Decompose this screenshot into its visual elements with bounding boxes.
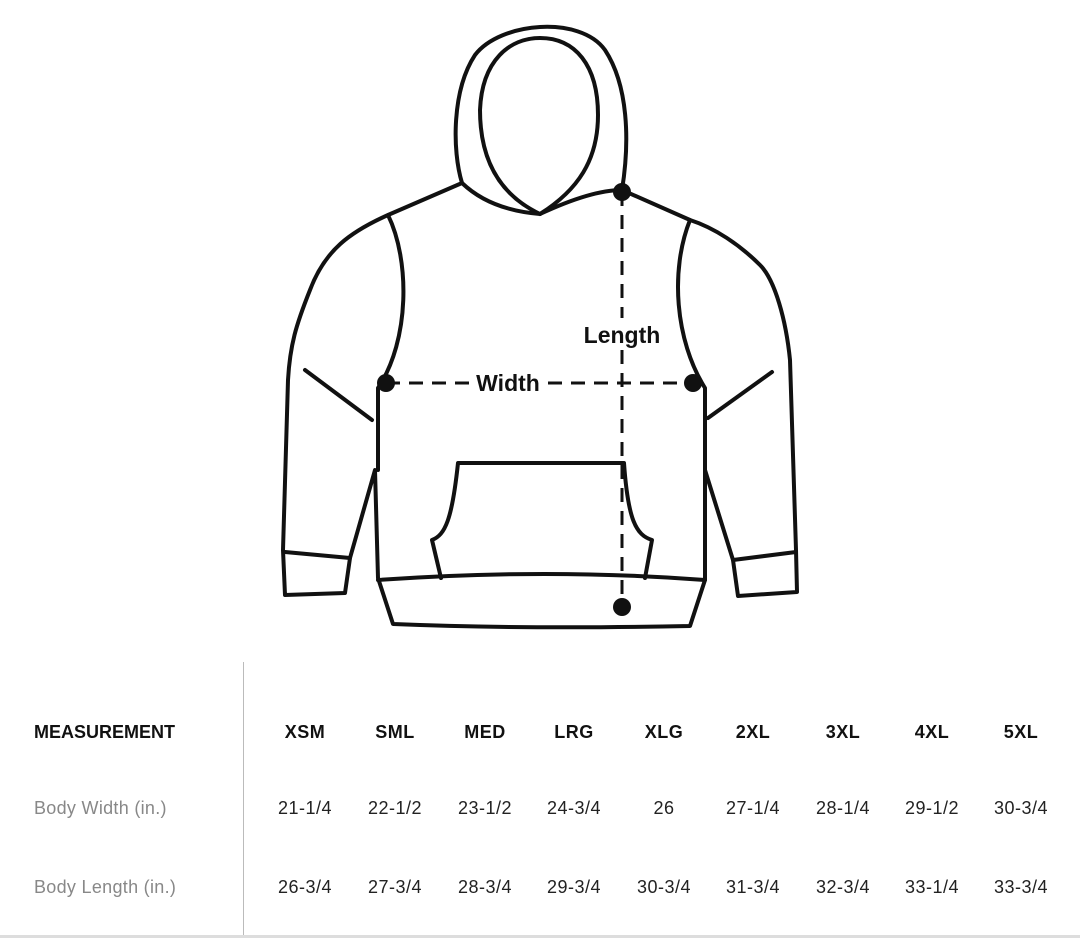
left-elbow-crease	[303, 368, 374, 422]
hem-band	[376, 572, 707, 582]
hoodie-diagram: Width Length	[281, 24, 799, 630]
table-cell: 33-3/4	[993, 877, 1049, 897]
kangaroo-pocket	[430, 461, 654, 580]
table-cell: 28-1/4	[815, 798, 871, 818]
table-cell: 33-1/4	[904, 877, 960, 897]
table-cell: 30-3/4	[636, 877, 692, 897]
hood-outline	[453, 24, 629, 192]
size-header-med: MED	[464, 722, 506, 742]
size-header-xlg: XLG	[644, 722, 684, 742]
size-header-sml: SML	[375, 722, 415, 742]
size-header-lrg: LRG	[554, 722, 594, 742]
left-cuff	[283, 550, 352, 560]
right-armhole	[676, 218, 707, 472]
table-cell: 32-3/4	[815, 877, 871, 897]
size-header-4xl: 4XL	[914, 722, 950, 742]
table-cell: 29-1/2	[904, 798, 960, 818]
table-cell: 28-3/4	[457, 877, 513, 897]
length-label: Length	[584, 322, 661, 348]
table-cell: 24-3/4	[546, 798, 602, 818]
table-divider	[243, 662, 244, 938]
table-cell: 26-3/4	[277, 877, 333, 897]
size-header-2xl: 2XL	[735, 722, 771, 742]
size-header-5xl: 5XL	[1003, 722, 1039, 742]
width-right-point	[684, 374, 702, 392]
length-top-point	[613, 183, 631, 201]
length-bottom-point	[613, 598, 631, 616]
left-armhole	[376, 213, 406, 472]
row-label: Body Length (in.)	[34, 877, 177, 897]
table-cell: 26	[653, 798, 675, 818]
table-cell: 31-3/4	[725, 877, 781, 897]
width-left-point	[377, 374, 395, 392]
row-label: Body Width (in.)	[34, 798, 167, 818]
bottom-border	[0, 935, 1080, 938]
table-cell: 30-3/4	[993, 798, 1049, 818]
right-elbow-crease	[706, 370, 774, 420]
size-header-3xl: 3XL	[825, 722, 861, 742]
table-cell: 27-1/4	[725, 798, 781, 818]
table-cell: 29-3/4	[546, 877, 602, 897]
table-cell: 22-1/2	[367, 798, 423, 818]
table-cell: 21-1/4	[277, 798, 333, 818]
table-cell: 27-3/4	[367, 877, 423, 897]
hood-overlap	[460, 181, 624, 216]
right-cuff	[731, 550, 798, 562]
measurement-header: MEASUREMENT	[34, 722, 176, 742]
hood-opening	[478, 36, 600, 216]
size-header-xsm: XSM	[284, 722, 326, 742]
width-label: Width	[476, 370, 540, 396]
body-outline	[281, 181, 799, 630]
table-cell: 23-1/2	[457, 798, 513, 818]
